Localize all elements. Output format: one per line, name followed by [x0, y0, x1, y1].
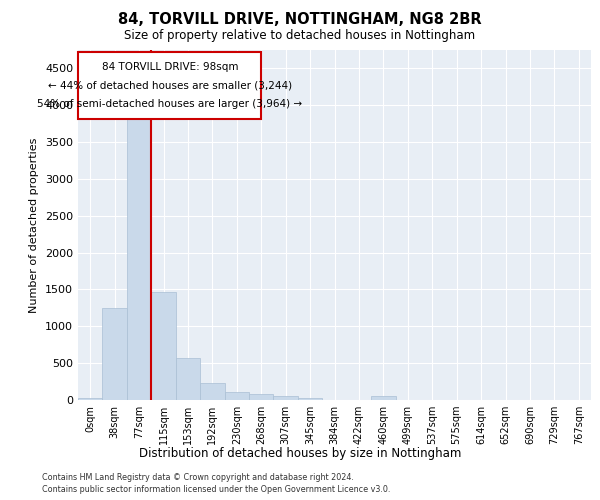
Bar — [127, 69, 151, 400]
Bar — [249, 394, 274, 400]
Text: ← 44% of detached houses are smaller (3,244): ← 44% of detached houses are smaller (3,… — [48, 80, 292, 90]
Bar — [200, 382, 224, 400]
Bar — [224, 392, 249, 400]
Text: Size of property relative to detached houses in Nottingham: Size of property relative to detached ho… — [124, 29, 476, 42]
Text: 84 TORVILL DRIVE: 98sqm: 84 TORVILL DRIVE: 98sqm — [101, 62, 238, 72]
Bar — [78, 398, 103, 400]
Bar — [151, 292, 176, 400]
Text: Contains public sector information licensed under the Open Government Licence v3: Contains public sector information licen… — [42, 485, 391, 494]
Bar — [298, 398, 322, 400]
Bar — [176, 358, 200, 400]
Bar — [274, 396, 298, 400]
FancyBboxPatch shape — [79, 52, 261, 118]
Text: 54% of semi-detached houses are larger (3,964) →: 54% of semi-detached houses are larger (… — [37, 99, 302, 109]
Bar — [103, 308, 127, 400]
Text: Distribution of detached houses by size in Nottingham: Distribution of detached houses by size … — [139, 448, 461, 460]
Bar — [371, 396, 395, 400]
Text: 84, TORVILL DRIVE, NOTTINGHAM, NG8 2BR: 84, TORVILL DRIVE, NOTTINGHAM, NG8 2BR — [118, 12, 482, 28]
Text: Contains HM Land Registry data © Crown copyright and database right 2024.: Contains HM Land Registry data © Crown c… — [42, 472, 354, 482]
Y-axis label: Number of detached properties: Number of detached properties — [29, 138, 40, 312]
